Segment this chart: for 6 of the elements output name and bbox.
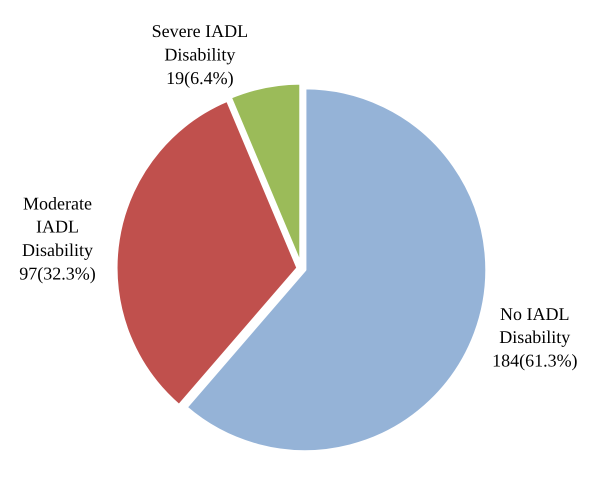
data-label: 97(32.3%) [19,263,96,284]
data-label: 184(61.3%) [492,350,578,371]
slice-label: Moderate IADL Disability [22,193,93,260]
data-label: 19(6.4%) [166,68,234,88]
slice-label: Severe IADL Disability [152,21,248,65]
slice-label: No IADL Disability [499,304,570,348]
